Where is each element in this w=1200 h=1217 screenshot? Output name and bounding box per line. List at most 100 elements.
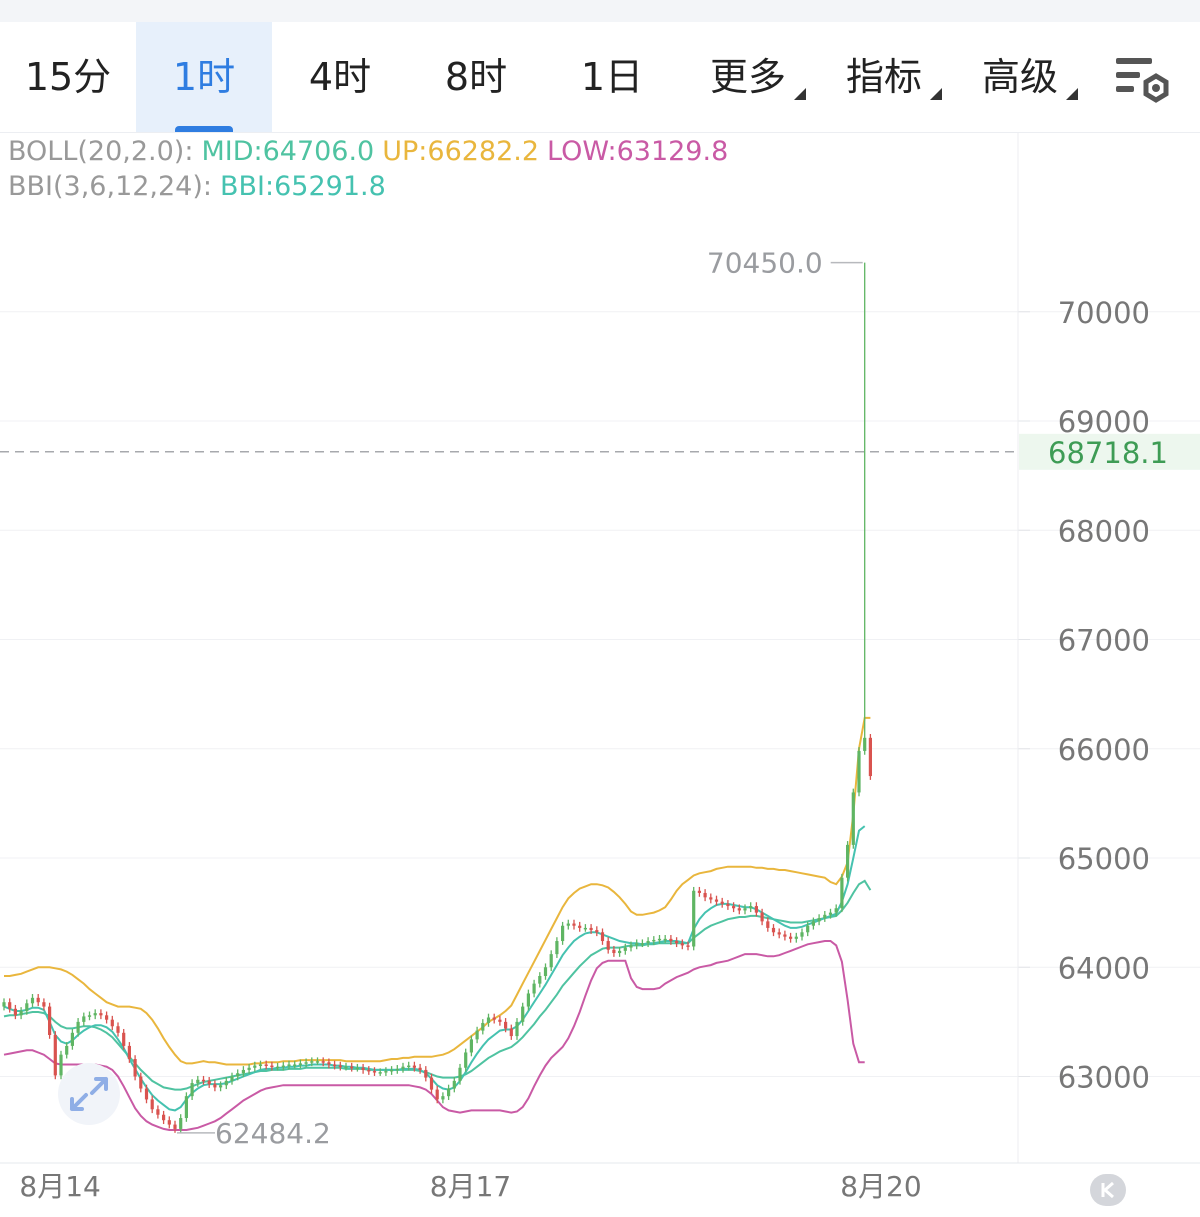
tab-label: 1日 (580, 55, 644, 99)
candle-body (99, 1013, 103, 1016)
current-price-tag (1019, 433, 1200, 470)
bbi-value: BBI:65291.8 (220, 171, 386, 202)
candle-body (390, 1069, 394, 1072)
chart-settings-icon[interactable] (1112, 52, 1176, 108)
candle-body (509, 1028, 513, 1037)
boll-low-line (3, 940, 865, 1131)
candle-body (264, 1064, 268, 1066)
x-tick-label: 8月14 (19, 1170, 100, 1203)
candle-body (48, 1006, 52, 1035)
candle-body (429, 1077, 434, 1090)
y-tick-label: 66000 (1058, 733, 1150, 767)
candle-body (281, 1065, 285, 1068)
candle-body (213, 1084, 217, 1088)
candle-body (868, 737, 872, 777)
tab-8h[interactable]: 8时 (408, 22, 544, 132)
candle-body (2, 1002, 6, 1007)
candle-body (754, 906, 758, 913)
candle-body (635, 943, 639, 946)
candle-body (350, 1066, 354, 1069)
candle-body (549, 954, 553, 968)
candle-body (384, 1071, 388, 1073)
candle-body (623, 947, 627, 951)
tab-label: 15分 (24, 55, 112, 99)
tab-1h[interactable]: 1时 (136, 22, 272, 132)
candle-body (162, 1114, 166, 1121)
candle-body (572, 923, 576, 926)
candle-body (127, 1045, 131, 1060)
tab-label: 更多 (709, 55, 786, 99)
candle-body (481, 1022, 485, 1031)
candle-body (583, 927, 587, 930)
candle-body (304, 1062, 308, 1064)
candle-body (25, 1003, 29, 1011)
candle-body (532, 983, 536, 994)
bbi-line (3, 825, 866, 1112)
candle-body (806, 925, 810, 933)
candle-body (447, 1088, 451, 1097)
candle-body (726, 903, 730, 907)
candle-body (230, 1076, 234, 1081)
y-tick-label: 67000 (1058, 624, 1150, 658)
tab-advanced[interactable]: 高级 (952, 22, 1088, 132)
y-tick-label: 68000 (1058, 514, 1150, 548)
candle-body (498, 1019, 502, 1022)
x-tick-label: 8月17 (430, 1170, 511, 1203)
candle-body (800, 932, 804, 937)
kline-toggle-button[interactable] (1090, 1174, 1126, 1206)
tab-4h[interactable]: 4时 (272, 22, 408, 132)
candle-body (555, 941, 559, 955)
candle-body (452, 1080, 456, 1089)
candle-body (355, 1067, 359, 1070)
candle-body (737, 908, 741, 911)
high-marker-label: 70450.0 (707, 247, 823, 280)
candle-body (293, 1064, 297, 1066)
candle-body (629, 945, 633, 948)
candle-body (53, 1034, 57, 1076)
candle-body (150, 1099, 154, 1110)
candle-body (526, 993, 530, 1007)
boll-mid-value: MID:64706.0 (201, 136, 375, 167)
candle-body (521, 1006, 525, 1022)
candle-body (378, 1072, 382, 1074)
candle-body (110, 1019, 114, 1027)
tab-indicators[interactable]: 指标 (816, 22, 952, 132)
candle-body (458, 1067, 462, 1081)
tab-15m[interactable]: 15分 (0, 22, 136, 132)
candle-body (732, 906, 736, 909)
candle-body (133, 1059, 137, 1077)
candle-body (749, 906, 753, 909)
dropdown-corner-icon (794, 88, 806, 100)
candle-body (543, 967, 548, 976)
x-tick-label: 8月20 (840, 1170, 921, 1203)
candle-body (566, 923, 570, 926)
candle-body (492, 1017, 496, 1020)
price-chart[interactable]: 63000 64000 65000 66000 67000 68000 69000 70000… (0, 133, 1200, 1207)
candle-body (65, 1045, 69, 1055)
candle-body (395, 1068, 399, 1071)
candle-body (823, 914, 827, 919)
candle-body (105, 1015, 109, 1020)
boll-up-line (4, 716, 871, 1066)
candle-body (612, 949, 616, 954)
candle-body (435, 1089, 439, 1100)
candle-body (93, 1013, 97, 1016)
candle-body (315, 1061, 320, 1063)
candle-body (36, 997, 40, 1003)
tab-1d[interactable]: 1日 (544, 22, 680, 132)
candle-body (789, 936, 793, 939)
expand-chart-button[interactable] (58, 1063, 120, 1125)
expand-arrows-icon (70, 1077, 108, 1111)
tab-label: 高级 (981, 55, 1058, 99)
candle-body (441, 1096, 445, 1100)
dropdown-corner-icon (930, 88, 942, 100)
candle-body (618, 950, 622, 954)
candle-body (30, 997, 35, 1004)
candle-body (840, 877, 844, 909)
boll-mid-line (3, 879, 872, 1091)
candle-body (851, 792, 855, 845)
candle-body (372, 1071, 377, 1073)
active-tab-indicator (175, 126, 233, 132)
tab-more[interactable]: 更多 (680, 22, 816, 132)
candle-body (310, 1061, 314, 1063)
